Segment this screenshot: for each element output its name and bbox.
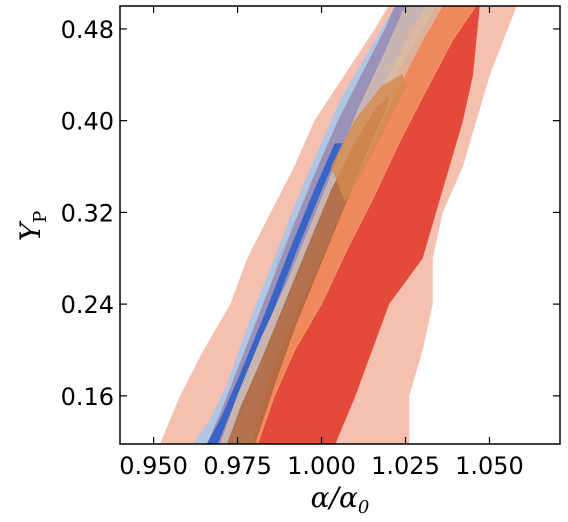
x-tick-label: 0.975 (203, 452, 272, 480)
x-axis: 0.950 0.975 1.000 1.025 1.050 (119, 6, 524, 480)
x-tick-label: 0.950 (119, 452, 188, 480)
y-axis-label: YP (14, 211, 51, 242)
x-tick-label: 1.000 (287, 452, 356, 480)
x-axis-label: α/α0 (311, 481, 370, 517)
plot-frame (119, 5, 561, 445)
contour-region-5 (206, 143, 343, 444)
y-tick-label: 0.32 (61, 199, 114, 227)
y-tick-label: 0.24 (61, 291, 114, 319)
y-axis: 0.16 0.24 0.32 0.40 0.48 (61, 16, 560, 411)
x-tick-label: 1.025 (371, 452, 440, 480)
contour-layer (159, 6, 517, 444)
y-tick-label: 0.48 (61, 16, 114, 44)
y-tick-label: 0.16 (61, 383, 114, 411)
contour-region-9 (331, 74, 406, 202)
x-tick-label: 1.050 (455, 452, 524, 480)
y-tick-label: 0.40 (61, 108, 114, 136)
